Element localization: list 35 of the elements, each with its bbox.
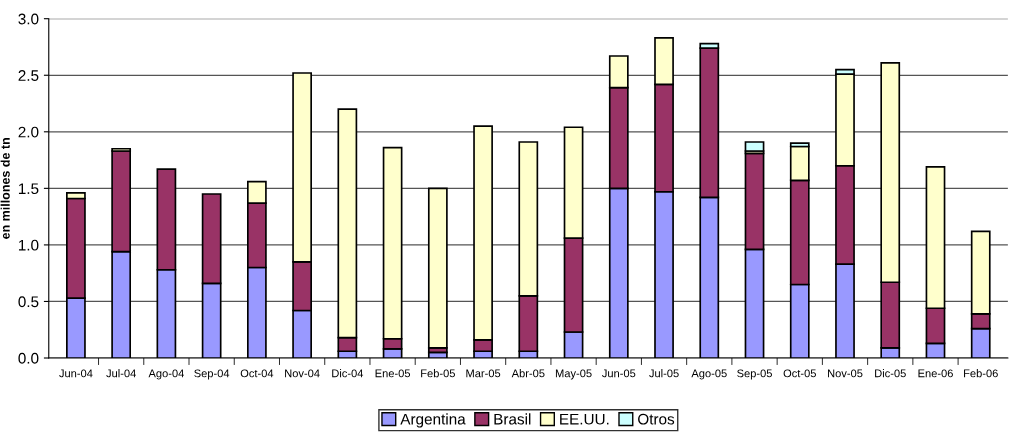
x-tick-label: Abr-05: [511, 369, 545, 378]
legend-label: Brasil: [494, 413, 531, 425]
x-tick-label: Nov-04: [285, 369, 320, 378]
x-tick-label: Feb-05: [421, 369, 455, 378]
y-tick-label: 1.5: [18, 183, 39, 195]
x-tick-label: Dic-04: [332, 369, 364, 378]
x-tick-label: May-05: [555, 369, 592, 380]
legend-label: EE.UU.: [560, 413, 609, 425]
x-tick-label: Mar-05: [466, 369, 501, 378]
bar: [427, 187, 448, 349]
x-tick-label: Sep-05: [737, 369, 772, 380]
x-tick-label: Dic-05: [875, 369, 906, 378]
x-tick-label: Nov-05: [828, 369, 863, 378]
x-tick-label: Sep-04: [194, 369, 230, 380]
y-tick-label: 3.0: [18, 13, 39, 25]
x-tick-label: Ene-05: [375, 369, 411, 378]
y-tick-label: 0.0: [18, 352, 39, 364]
x-tick-label: Ene-06: [918, 369, 953, 378]
x-tick-label: Ago-04: [148, 369, 184, 380]
x-tick-label: Jul-05: [649, 369, 679, 378]
y-axis-title: en millones de tn: [0, 138, 10, 239]
x-tick-label: Jun-04: [59, 369, 93, 378]
legend-label: Otros: [638, 413, 675, 425]
x-tick-label: Oct-04: [240, 369, 274, 378]
y-tick-label: 2.5: [18, 70, 39, 81]
y-tick-label: 2.0: [18, 126, 39, 138]
x-tick-label: Oct-05: [783, 369, 816, 378]
y-tick-label: 0.5: [18, 296, 39, 308]
bar: [744, 141, 765, 152]
x-tick-label: Jun-05: [601, 369, 636, 378]
x-tick-label: Jul-04: [106, 369, 136, 378]
legend-label: Argentina: [400, 413, 466, 428]
y-tick-label: 1.0: [18, 239, 39, 251]
x-tick-label: Ago-05: [691, 369, 727, 380]
x-tick-label: Feb-06: [964, 369, 998, 378]
